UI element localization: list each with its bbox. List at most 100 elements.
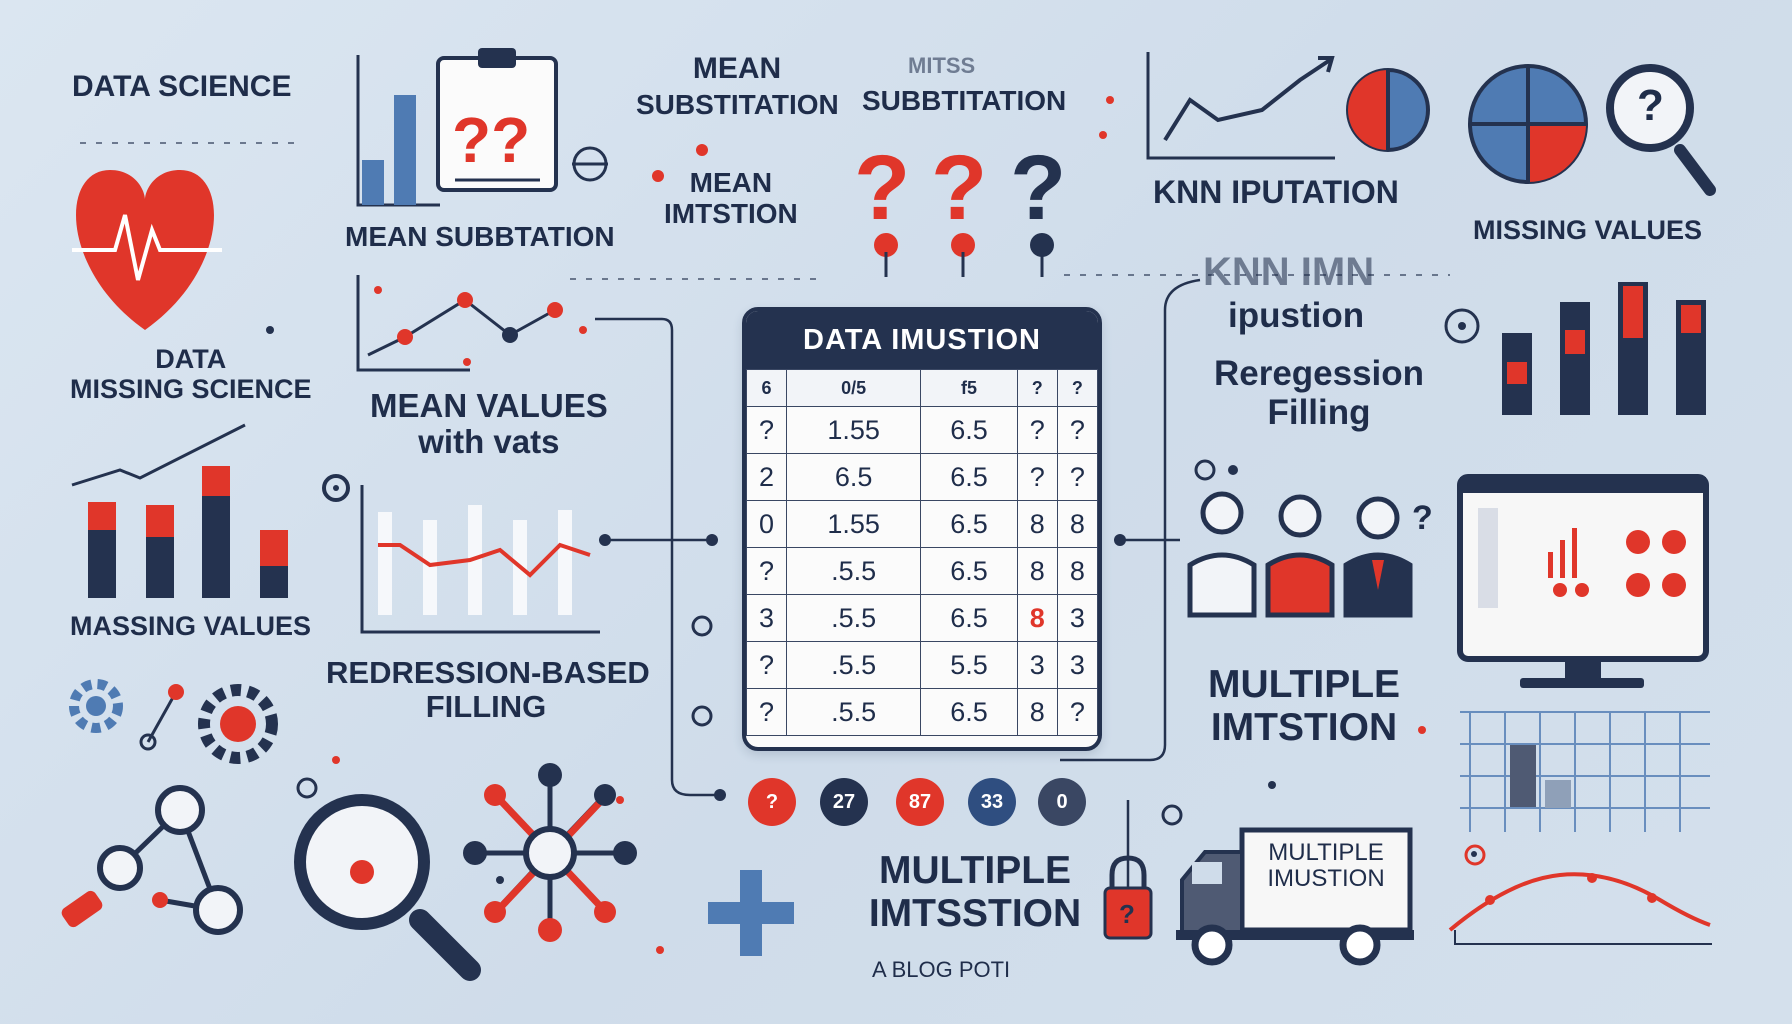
truck-label: MULTIPLE IMUSTION	[1267, 839, 1385, 893]
missing-values-bar-chart	[71, 423, 288, 598]
pie-chart-icon	[1346, 68, 1430, 152]
table-cell: 6.5	[920, 688, 1018, 736]
people-question-mark: ?	[1412, 499, 1433, 537]
table-cell: 3	[1056, 594, 1098, 642]
value-chip: ?	[748, 778, 796, 826]
table-header-cell: ?	[1056, 369, 1098, 407]
mitss-label: MITSS	[908, 53, 976, 78]
table-title: DATA IMUSTION	[746, 311, 1098, 369]
question-mark-1: ?	[854, 137, 911, 239]
dashed-dividers	[80, 142, 1450, 280]
table-row: 2 6.5 6.5 ? ?	[746, 453, 1098, 501]
value-chip: 87	[896, 778, 944, 826]
network-graph-icon	[61, 785, 243, 935]
people-icon	[1187, 491, 1413, 618]
scatter-line-chart	[356, 275, 587, 372]
plus-icon	[708, 870, 794, 956]
table-header-cell: f5	[920, 369, 1018, 407]
table-cell: 5.5	[920, 641, 1018, 689]
truck-icon	[1176, 827, 1414, 966]
data-table: 6 0/5 f5 ? ? ? 1.55 6.5 ? ? 2 6.5 6.5 ? …	[746, 369, 1098, 736]
pie-chart-large-icon	[1468, 64, 1588, 184]
mean-imputation-label: MEAN IMTSTION	[664, 167, 798, 229]
table-cell: ?	[1016, 453, 1058, 501]
table-cell: 6.5	[920, 547, 1018, 595]
ipustion-label: ipustion	[1228, 296, 1365, 335]
lock-question-mark: ?	[1119, 899, 1135, 929]
table-cell: ?	[746, 641, 788, 689]
table-cell: 6.5	[920, 406, 1018, 454]
regression-based-filling-label: REDRESSION-BASED FILLING	[326, 655, 650, 725]
table-cell: 3	[1016, 641, 1058, 689]
table-header-cell: 0/5	[786, 369, 922, 407]
regression-chart	[360, 485, 600, 634]
table-cell: 8	[1016, 688, 1058, 736]
clipboard-question-marks: ??	[452, 104, 531, 176]
table-cell: 1.55	[786, 406, 922, 454]
table-cell: 6.5	[920, 453, 1018, 501]
table-row: ? .5.5 6.5 8 ?	[746, 688, 1098, 736]
question-dots	[874, 233, 1054, 277]
connector-dots	[599, 534, 1126, 801]
table-row: ? .5.5 6.5 8 8	[746, 547, 1098, 595]
table-cell: ?	[1016, 406, 1058, 454]
grid-heatmap-icon	[1460, 711, 1710, 832]
multiple-imputation-bottom-label: MULTIPLE IMTSSTION	[868, 849, 1082, 935]
table-cell: 6.5	[920, 594, 1018, 642]
table-row: ? 1.55 6.5 ? ?	[746, 406, 1098, 454]
gear-icon	[69, 679, 278, 764]
question-mark-3: ?	[1010, 137, 1067, 239]
table-cell: .5.5	[786, 688, 922, 736]
table-cell: 8	[1056, 500, 1098, 548]
blog-post-label: A BLOG POTI	[872, 957, 1011, 982]
table-header-cell: ?	[1016, 369, 1058, 407]
table-header-row: 6 0/5 f5 ? ?	[746, 369, 1098, 407]
data-science-label: DATA SCIENCE	[72, 70, 292, 103]
value-chip: 0	[1038, 778, 1086, 826]
missing-values-column-chart	[1444, 282, 1706, 415]
table-cell: 8	[1016, 500, 1058, 548]
table-cell: 2	[746, 453, 788, 501]
table-cell: 8	[1016, 547, 1058, 595]
substitution-label-right: SUBBTITATION	[862, 85, 1067, 116]
clipboard-chart-icon	[356, 48, 558, 207]
table-cell: 6.5	[920, 500, 1018, 548]
value-chip: 27	[820, 778, 868, 826]
table-cell: ?	[1056, 688, 1098, 736]
mean-values-with-vats-label: MEAN VALUES with vats	[370, 387, 608, 461]
wave-line-chart	[1448, 844, 1712, 945]
search-question-mark: ?	[1637, 81, 1664, 130]
missing-values-label-right: MISSING VALUES	[1473, 215, 1703, 245]
knn-imputation-label: KNN IPUTATION	[1153, 174, 1399, 210]
table-cell: 1.55	[786, 500, 922, 548]
table-row: 0 1.55 6.5 8 8	[746, 500, 1098, 548]
table-cell: .5.5	[786, 641, 922, 689]
table-cell: .5.5	[786, 547, 922, 595]
search-icon	[1606, 64, 1716, 196]
trend-chart-icon	[1146, 52, 1335, 160]
crossed-network-icon	[463, 763, 637, 942]
question-mark-2: ?	[931, 137, 988, 239]
table-header-cell: 6	[746, 369, 788, 407]
table-cell: .5.5	[786, 594, 922, 642]
table-cell: 0	[746, 500, 788, 548]
multiple-imputation-label: MULTIPLE IMTSTION	[1207, 663, 1401, 749]
table-cell: ?	[746, 406, 788, 454]
scattered-decor	[266, 96, 1477, 954]
substitution-label-left: SUBSTITATION	[636, 89, 839, 120]
value-chip: 33	[968, 778, 1016, 826]
table-cell: 3	[1056, 641, 1098, 689]
monitor-icon	[1457, 474, 1709, 688]
table-cell: 3	[746, 594, 788, 642]
table-cell: ?	[1056, 406, 1098, 454]
table-cell-highlighted: 8	[1016, 594, 1058, 642]
massing-values-label: MASSING VALUES	[70, 611, 312, 641]
table-cell: 6.5	[786, 453, 922, 501]
table-cell: ?	[746, 547, 788, 595]
regression-filling-label: Reregession Filling	[1213, 354, 1425, 432]
table-cell: 8	[1056, 547, 1098, 595]
knn-imn-label: KNN IMN	[1203, 250, 1375, 294]
connector-lines	[595, 278, 1201, 890]
mean-substitution-label: MEAN SUBBTATION	[345, 221, 615, 252]
